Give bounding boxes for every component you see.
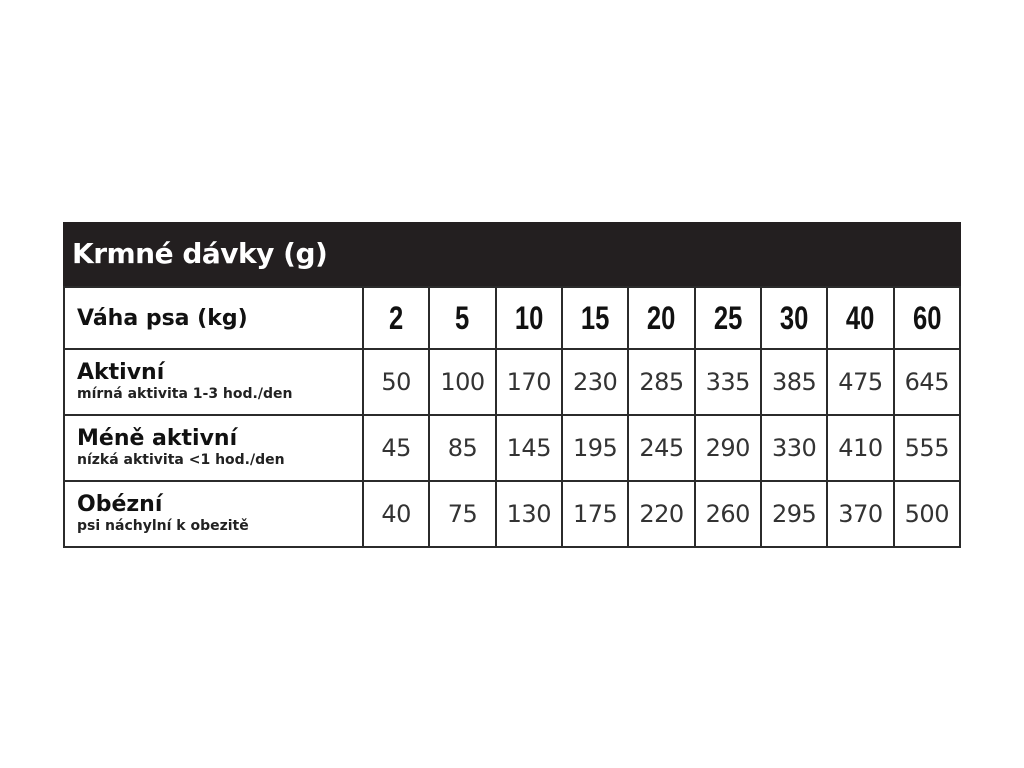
- portion-cell: 370: [826, 480, 895, 548]
- portion-cell: 330: [759, 414, 829, 482]
- portion-cell: 285: [627, 348, 696, 416]
- portion-cell: 145: [494, 414, 563, 482]
- weight-cell: 15: [567, 286, 623, 350]
- feeding-table: Krmné dávky (g) Váha psa (kg) 2 5 10 15 …: [63, 222, 962, 548]
- weight-cell: 2: [368, 286, 424, 350]
- activity-description: mírná aktivita 1-3 hod./den: [77, 386, 293, 402]
- weight-cell: 20: [634, 286, 689, 350]
- portion-cell: 230: [560, 348, 630, 416]
- header-row: Váha psa (kg) 2 5 10 15 20 25 30 40 60: [63, 286, 960, 350]
- portion-cell: 175: [560, 480, 630, 548]
- table-title: Krmné dávky (g): [63, 222, 961, 286]
- portion-cell: 195: [560, 414, 630, 482]
- activity-name: Aktivní: [77, 360, 165, 385]
- weight-cell: 10: [501, 286, 557, 350]
- portion-cell: 645: [892, 348, 962, 416]
- weight-cell: 40: [833, 286, 888, 350]
- weight-cell: 30: [766, 286, 822, 350]
- portion-cell: 220: [627, 480, 696, 548]
- activity-label: Méně aktivní nízká aktivita <1 hod./den: [63, 414, 364, 482]
- activity-name: Méně aktivní: [77, 426, 238, 451]
- portion-cell: 75: [428, 480, 497, 548]
- activity-description: psi náchylní k obezitě: [77, 518, 249, 534]
- portion-cell: 385: [759, 348, 829, 416]
- weight-label: Váha psa (kg): [63, 286, 364, 350]
- portion-cell: 50: [361, 348, 431, 416]
- table-row: Obézní psi náchylní k obezitě 40 75 130 175 2…: [63, 480, 962, 548]
- portion-cell: 290: [693, 414, 762, 482]
- portion-cell: 555: [892, 414, 962, 482]
- activity-label: Aktivní mírná aktivita 1-3 hod./den: [63, 348, 364, 416]
- table-row: Méně aktivní nízká aktivita <1 hod./den 4…: [63, 414, 962, 482]
- portion-cell: 410: [826, 414, 895, 482]
- portion-cell: 130: [494, 480, 563, 548]
- weight-cell: 25: [700, 286, 756, 350]
- portion-cell: 100: [428, 348, 497, 416]
- weight-cell: 5: [435, 286, 490, 350]
- portion-cell: 295: [759, 480, 829, 548]
- activity-name: Obézní: [77, 492, 163, 517]
- table-row: Aktivní mírná aktivita 1-3 hod./den 50 100…: [63, 348, 962, 416]
- feeding-grid: Váha psa (kg) 2 5 10 15 20 25 30 40 60 A…: [63, 286, 962, 548]
- portion-cell: 500: [892, 480, 962, 548]
- portion-cell: 335: [693, 348, 762, 416]
- portion-cell: 245: [627, 414, 696, 482]
- portion-cell: 260: [693, 480, 762, 548]
- weight-cell: 60: [899, 286, 955, 350]
- activity-description: nízká aktivita <1 hod./den: [77, 452, 285, 468]
- activity-label: Obézní psi náchylní k obezitě: [63, 480, 364, 548]
- portion-cell: 85: [428, 414, 497, 482]
- portion-cell: 170: [494, 348, 563, 416]
- portion-cell: 45: [361, 414, 431, 482]
- portion-cell: 40: [361, 480, 431, 548]
- portion-cell: 475: [826, 348, 895, 416]
